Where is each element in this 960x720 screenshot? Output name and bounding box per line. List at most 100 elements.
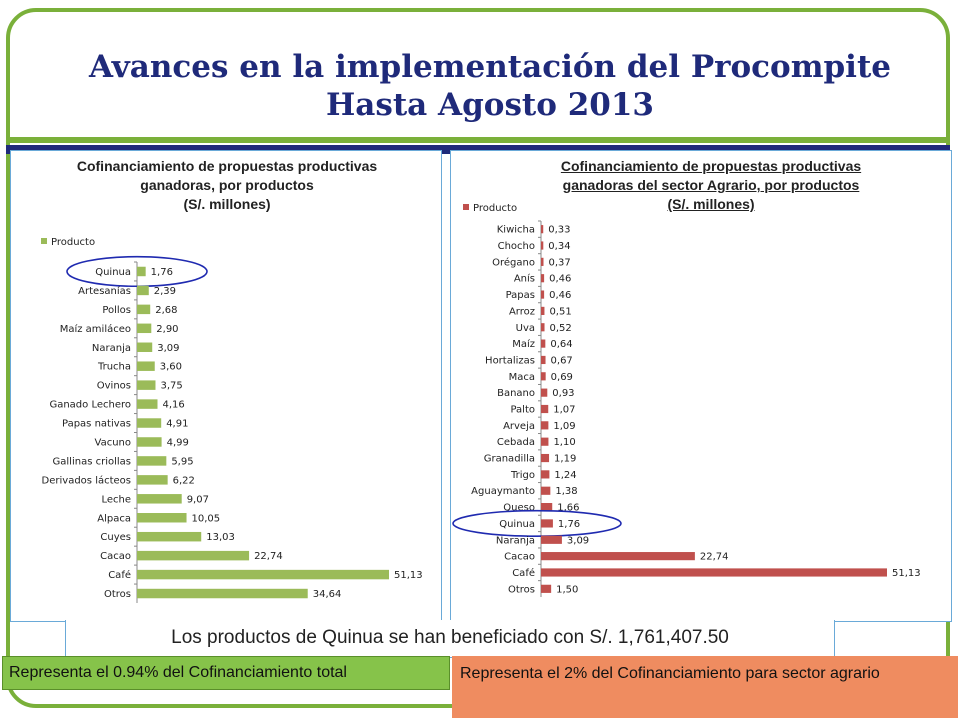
value-label: 0,46 [549,274,571,285]
chart-right-title-line: Cofinanciamiento de propuestas productiv… [560,158,862,174]
category-label: Cacao [504,552,535,563]
value-label: 0,34 [548,241,570,252]
bar [541,421,549,430]
bar [137,380,156,390]
category-label: Otros [104,589,131,600]
bar [137,342,153,352]
value-label: 4,99 [167,437,189,448]
agrarian-share-note: Representa el 2% del Cofinanciamiento pa… [452,656,958,718]
category-label: Derivados lácteos [42,474,131,486]
bar [541,388,548,397]
value-label: 0,93 [552,388,574,399]
category-label: Maíz [512,338,535,350]
bar [541,306,545,315]
value-label: 51,13 [892,568,921,579]
bar [137,399,158,409]
category-label: Café [512,567,535,579]
bar [137,588,308,599]
category-label: Café [108,569,131,581]
value-label: 34,64 [313,589,342,600]
bar [541,519,553,528]
chart-right-title: Cofinanciamiento de propuestas productiv… [471,157,951,214]
total-share-note: Representa el 0.94% del Cofinanciamiento… [2,656,450,690]
value-label: 2,39 [154,286,176,297]
category-label: Trigo [510,470,535,481]
highlight-ellipse [452,509,622,537]
bar [137,323,152,334]
chart-left-panel: Cofinanciamiento de propuestas productiv… [10,150,442,622]
bar [137,569,389,580]
value-label: 0,69 [551,372,573,383]
chart-left-title-line: Cofinanciamiento de propuestas productiv… [76,158,378,174]
value-label: 13,03 [206,532,235,543]
divider-green [6,137,950,143]
category-label: Palto [510,405,535,416]
bar [541,404,549,414]
value-label: 1,10 [553,437,575,448]
bar [541,486,551,495]
value-label: 1,19 [554,454,576,465]
bar [137,550,250,561]
category-label: Anís [514,273,535,285]
chart-left-title-line: ganadoras, por productos [140,177,314,193]
bar [541,552,695,561]
category-label: Banano [497,388,535,399]
quinua-note: Los productos de Quinua se han beneficia… [65,620,835,658]
value-label: 3,09 [567,535,589,546]
category-label: Alpaca [97,513,131,524]
value-label: 1,24 [554,470,576,481]
chart-right-title-line: (S/. millones) [667,196,755,212]
category-label: Arroz [509,306,535,317]
chart-right-svg: Producto Kiwicha 0,33 Chocho 0,34 Orégano 0,37… [452,203,921,597]
category-label: Pollos [102,305,131,316]
bar [541,437,549,446]
value-label: 0,64 [550,339,572,350]
value-label: 3,75 [160,381,182,392]
bar [541,503,553,512]
value-label: 2,68 [155,305,177,316]
chart-right-panel: Cofinanciamiento de propuestas productiv… [450,150,952,622]
value-label: 0,37 [549,257,571,268]
divider-blue [6,145,950,154]
bar [137,456,167,466]
category-label: Naranja [92,343,131,354]
category-label: Artesanías [78,285,131,297]
bar [137,304,151,315]
slide-title: Avances en la implementación del Procomp… [88,49,891,123]
bar [541,470,550,479]
category-label: Cacao [100,551,131,562]
category-label: Quinua [95,267,131,278]
category-label: Ovinos [97,381,131,392]
bar [137,531,202,542]
legend-label: Producto [473,203,517,214]
bar [137,266,146,277]
value-label: 2,90 [156,324,178,335]
category-label: Arveja [503,421,535,432]
bar [541,257,544,266]
bar [541,274,545,283]
value-label: 4,16 [163,400,185,411]
value-label: 3,60 [160,362,182,373]
value-label: 51,13 [394,570,423,581]
category-label: Granadilla [484,454,535,465]
value-label: 10,05 [192,513,221,524]
value-label: 9,07 [187,494,209,505]
value-label: 1,38 [555,486,577,497]
category-label: Orégano [492,256,535,268]
category-label: Queso [503,503,535,514]
bar [541,453,550,463]
category-label: Trucha [97,362,131,373]
bar [541,355,546,365]
value-label: 0,52 [550,323,572,334]
bar [541,290,545,299]
value-label: 5,95 [171,456,193,467]
bar [541,323,545,332]
bar [541,339,546,348]
value-label: 1,76 [558,519,580,530]
category-label: Kiwicha [497,225,535,236]
category-label: Aguaymanto [471,486,535,497]
value-label: 1,09 [553,421,575,432]
category-label: Chocho [498,241,535,252]
category-label: Vacuno [95,437,131,448]
value-label: 6,22 [173,475,195,486]
